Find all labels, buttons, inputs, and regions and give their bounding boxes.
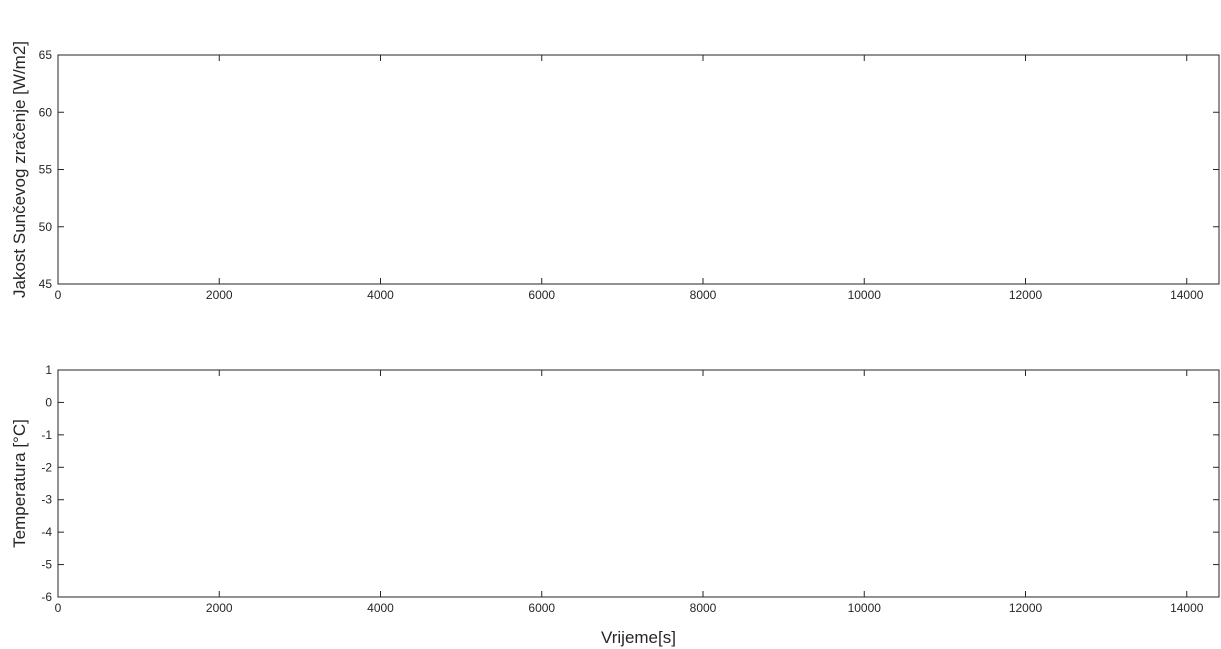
y-tick-label-0: -6 (41, 590, 52, 604)
x-tick-label-0: 0 (55, 601, 62, 615)
y-tick-label-2: -4 (41, 525, 52, 539)
y-tick-label-5: -1 (41, 428, 52, 442)
x-axis-label: Vrijeme[s] (601, 628, 676, 647)
axes-box (57, 54, 1220, 285)
y-axis-label: Jakost Sunčevog zračenje [W/m2] (10, 41, 29, 298)
y-tick-label-1: 50 (39, 220, 53, 234)
x-tick-label-2: 4000 (367, 288, 394, 302)
chart-solar-irradiance: 0 2000 4000 6000 8000 10000 12000 14000 45 50 55 60… (10, 41, 1220, 302)
y-tick-label-3: -3 (41, 493, 52, 507)
x-tick-label-0: 0 (55, 288, 62, 302)
y-tick-label-6: 0 (45, 395, 52, 409)
x-tick-label-5: 10000 (848, 288, 882, 302)
y-tick-label-3: 60 (39, 105, 53, 119)
x-tick-label-5: 10000 (848, 601, 882, 615)
y-tick-label-0: 45 (39, 277, 53, 291)
x-tick-label-6: 12000 (1009, 288, 1043, 302)
axes-box (57, 369, 1220, 598)
y-tick-label-4: 65 (39, 48, 53, 62)
x-tick-label-1: 2000 (206, 288, 233, 302)
x-tick-label-7: 14000 (1170, 288, 1204, 302)
x-tick-label-1: 2000 (206, 601, 233, 615)
x-tick-label-2: 4000 (367, 601, 394, 615)
y-tick-label-7: 1 (45, 363, 52, 377)
y-axis-label: Temperatura [°C] (10, 419, 29, 548)
y-tick-label-1: -5 (41, 558, 52, 572)
x-tick-label-6: 12000 (1009, 601, 1043, 615)
x-tick-label-3: 6000 (528, 288, 555, 302)
x-tick-label-7: 14000 (1170, 601, 1204, 615)
chart-temperature: 0 2000 4000 6000 8000 10000 12000 14000 -6 -5 -4 -3… (10, 363, 1220, 647)
x-tick-label-4: 8000 (690, 288, 717, 302)
y-tick-label-4: -2 (41, 460, 52, 474)
x-tick-label-3: 6000 (528, 601, 555, 615)
x-tick-label-4: 8000 (690, 601, 717, 615)
y-tick-label-2: 55 (39, 163, 53, 177)
